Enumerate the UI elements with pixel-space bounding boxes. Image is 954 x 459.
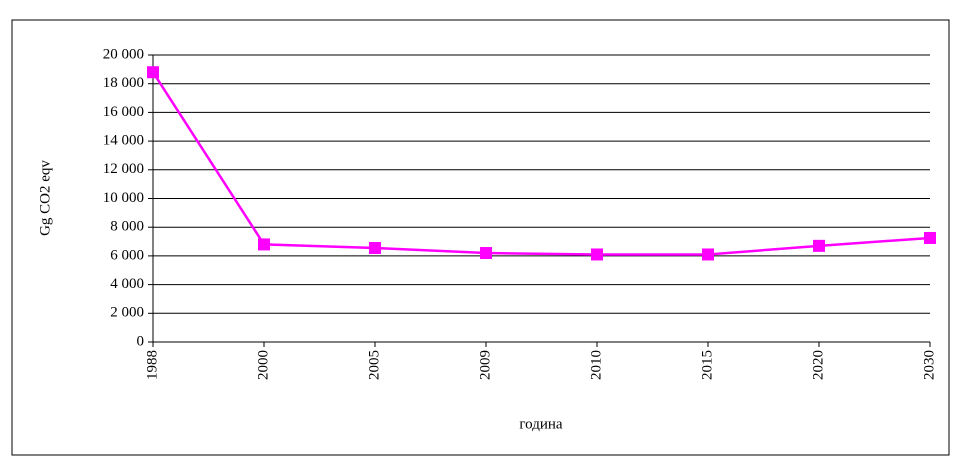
y-tick-label: 2 000 [110,305,144,321]
x-tick-label: 2010 [588,350,604,380]
y-tick-label: 8 000 [110,219,144,235]
marker [702,248,714,261]
x-tick-label: 1988 [144,350,160,380]
x-tick-label: 2030 [921,350,937,380]
x-tick-label: 2005 [366,350,382,380]
y-axis-label: Gg CO2 eqv [37,160,53,236]
marker [480,247,492,260]
x-axis-label: година [519,416,563,432]
y-tick-label: 6 000 [110,247,144,263]
marker [924,231,936,244]
x-tick-label: 2015 [699,350,715,380]
marker [369,242,381,255]
y-tick-label: 4 000 [110,276,144,292]
marker [258,238,270,251]
y-tick-label: 18 000 [103,75,144,91]
y-tick-label: 0 [137,333,145,349]
y-tick-label: 12 000 [103,161,144,177]
y-tick-label: 10 000 [103,190,144,206]
marker [591,248,603,261]
x-tick-label: 2020 [810,350,826,380]
line [151,71,931,256]
x-tick-label: 2009 [477,350,493,380]
marker [813,239,825,252]
marker [147,66,159,79]
y-tick-label: 20 000 [103,46,144,62]
x-tick-label: 2000 [255,350,271,380]
chart-frame [11,19,950,456]
y-tick-label: 16 000 [103,104,144,120]
y-tick-label: 14 000 [103,133,144,149]
